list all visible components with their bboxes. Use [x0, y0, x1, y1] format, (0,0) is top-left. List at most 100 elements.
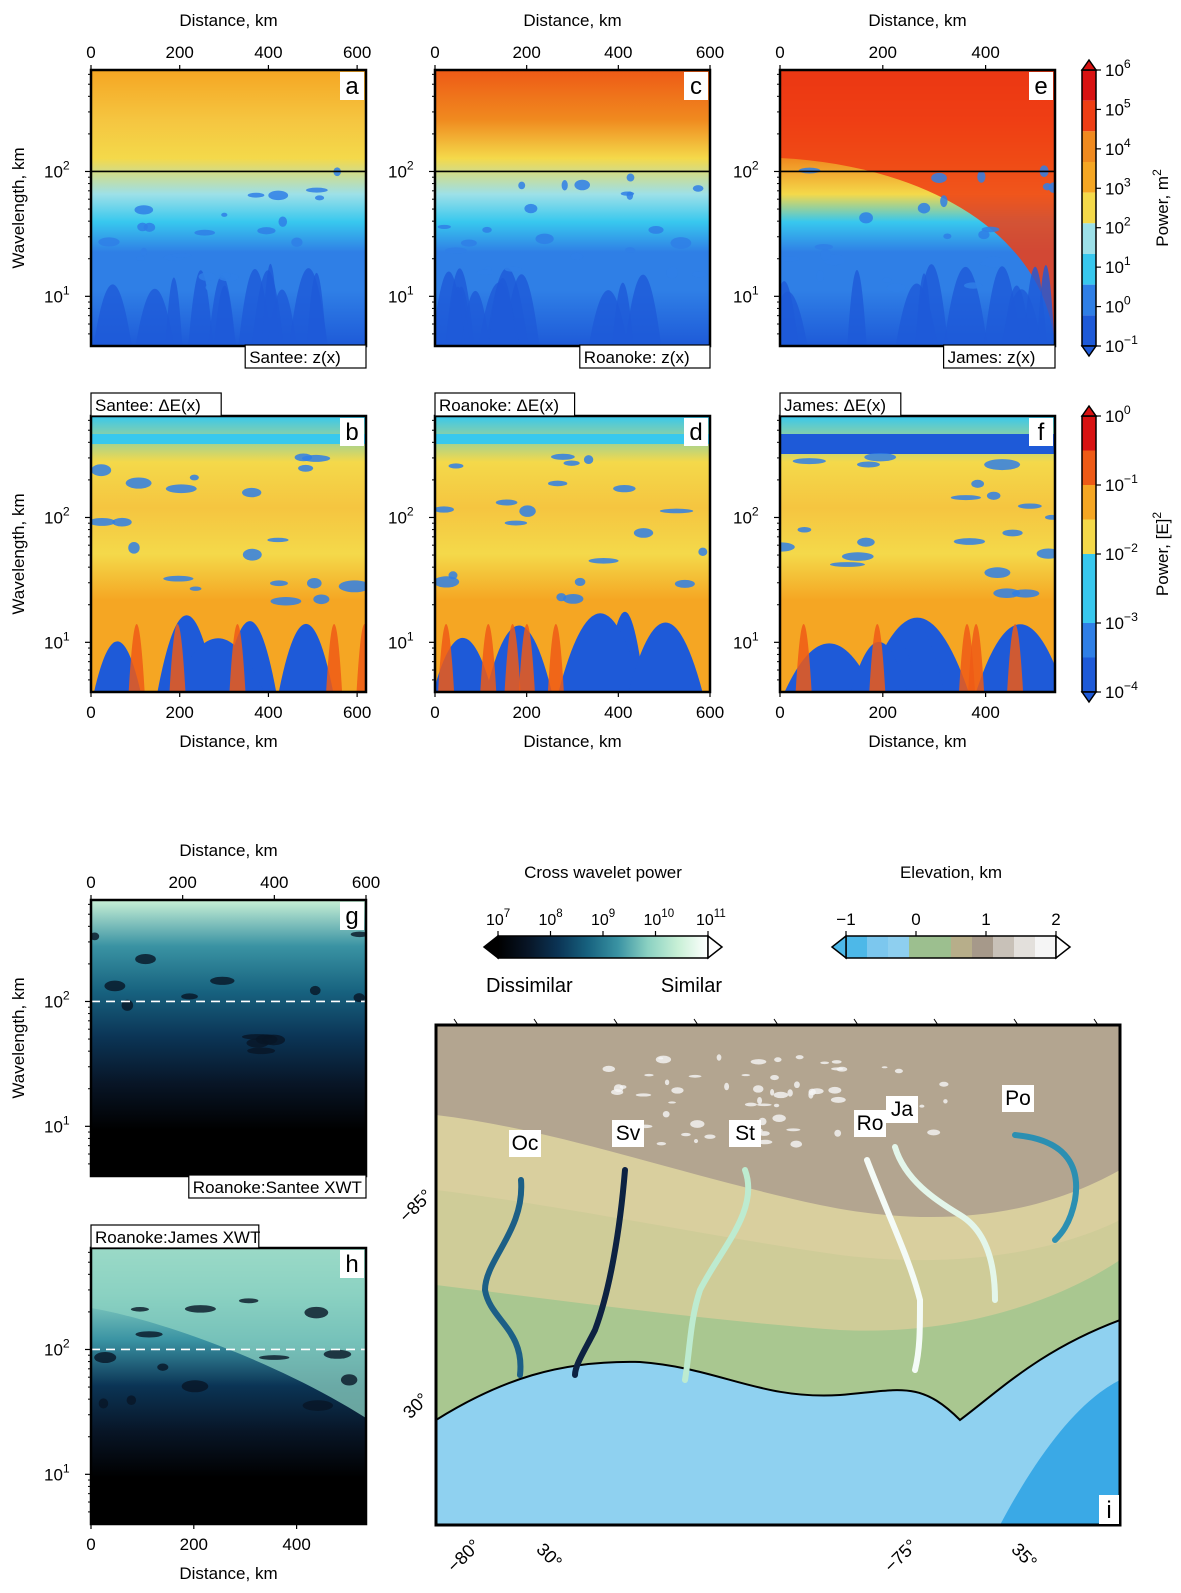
power-minimum [986, 491, 1001, 500]
river-label-box [854, 1110, 886, 1137]
low-power-cone [915, 273, 933, 346]
x-tick-label: 0 [430, 43, 439, 62]
x-tick-label: 200 [180, 1535, 208, 1554]
map-grid-label: 35° [1008, 1539, 1041, 1572]
tick-exponent: 2 [752, 158, 759, 172]
tick-base: 10 [1105, 61, 1124, 80]
low-power-cone [278, 623, 334, 692]
x-tick-label: 400 [260, 873, 288, 892]
tick-exponent: 7 [504, 908, 510, 920]
highland-patch [939, 1081, 949, 1087]
power-minimum [984, 459, 1021, 471]
colorbar-tick-label: 2 [1051, 910, 1060, 929]
highland-patch [794, 1081, 800, 1089]
power-minimum [242, 548, 262, 561]
x-tick-label: 200 [168, 873, 196, 892]
panel-caption: Roanoke: z(x) [584, 348, 690, 367]
river-st [682, 1167, 752, 1383]
tick-exponent: 10 [661, 908, 674, 920]
tick-base: 10 [1105, 219, 1124, 238]
colorbar-tick-label: −1 [836, 910, 855, 929]
x-tick-label: 400 [971, 43, 999, 62]
tick-base: 10 [44, 287, 63, 306]
power-minimum [128, 541, 140, 554]
power-minimum [829, 562, 865, 567]
power-minimum [194, 229, 216, 236]
panel-letter: h [345, 1251, 358, 1278]
colorbar-tick-label: 106 [1105, 57, 1131, 80]
tick-exponent: 6 [1124, 57, 1131, 71]
low-power-cone [135, 288, 175, 346]
power-minimum [950, 495, 981, 501]
colorbar-bin [1082, 623, 1096, 658]
coastline [436, 1319, 1120, 1422]
colorbar-label-text: Power, [E] [1153, 519, 1172, 596]
x-tick-label: 600 [352, 873, 380, 892]
tick-base: 10 [1105, 545, 1124, 564]
x-axis-label: Distance, km [523, 11, 621, 30]
high-power-cone [795, 624, 812, 692]
colorbar-bin [1082, 657, 1096, 692]
colorbar-bin [1082, 416, 1096, 451]
high-similarity-region [91, 1248, 366, 1418]
power-minimum [445, 247, 467, 254]
river-label-box [729, 1120, 761, 1147]
colorbar-bottom-arrow [1080, 691, 1098, 704]
panel-letter: i [1106, 1497, 1111, 1524]
tick-base: 10 [733, 162, 752, 181]
similarity-minimum [259, 1355, 290, 1360]
power-minimum [780, 256, 800, 262]
similarity-minimum [98, 1398, 109, 1409]
highland-patch [772, 1114, 786, 1122]
sea-deep [1000, 1380, 1120, 1525]
highland-patch [831, 1060, 842, 1064]
similarity-minimum [126, 1395, 137, 1406]
highland-patch [724, 1082, 730, 1091]
colorbar-left-arrow [482, 934, 499, 960]
colorbar-label: Power, [E]2 [1150, 512, 1172, 596]
y-tick-label: 101 [388, 283, 414, 306]
y-axis-label: Wavelength, km [9, 147, 28, 268]
y-tick-label: 101 [44, 1461, 70, 1484]
heatmap [780, 70, 1055, 346]
tick-base: 10 [44, 992, 63, 1011]
panel-caption: Santee: z(x) [249, 348, 341, 367]
tick-base: 10 [733, 508, 752, 527]
tick-base: 10 [44, 508, 63, 527]
power-minimum [583, 455, 594, 465]
map-panel: Oc Sv St Ro Ja Po i −85° 30° −80° 30° −75° 35° [395, 1018, 1122, 1576]
tick-exponent: −1 [1124, 333, 1138, 347]
panel-letter: e [1034, 73, 1047, 100]
x-tick-label: 200 [869, 703, 897, 722]
power-minimum [143, 222, 156, 232]
similarity-minimum [135, 954, 156, 965]
colorbar-bin [1082, 450, 1096, 485]
panel-caption: Roanoke:Santee XWT [193, 1178, 362, 1197]
x-tick-label: 200 [512, 43, 540, 62]
power-minimum [270, 596, 302, 606]
similarity-minimum [181, 1380, 209, 1393]
tick-exponent: 1 [752, 629, 759, 643]
tick-exponent: 1 [1124, 254, 1131, 268]
power-minimum [267, 537, 289, 543]
panel-letter-box [1099, 1495, 1119, 1524]
highland-patch [602, 1065, 616, 1072]
tick-exponent: 1 [752, 283, 759, 297]
tick-base: 10 [44, 1465, 63, 1484]
highland-patch [773, 1103, 780, 1108]
tick-exponent: 3 [1124, 175, 1131, 189]
colorbar-tick-label: 105 [1105, 96, 1131, 119]
highland-patch [927, 1129, 941, 1136]
river-label-box [612, 1120, 644, 1147]
x-tick-label: 0 [775, 43, 784, 62]
low-power-cone [306, 272, 327, 346]
panel-caption-box [90, 392, 222, 417]
power-minimum [1048, 182, 1055, 193]
y-tick-label: 102 [44, 504, 70, 527]
panel-caption-box [779, 392, 902, 417]
colorbar-high-label: Similar [661, 975, 722, 997]
similarity-minimum [323, 1349, 352, 1359]
power-minimum [1002, 529, 1023, 537]
